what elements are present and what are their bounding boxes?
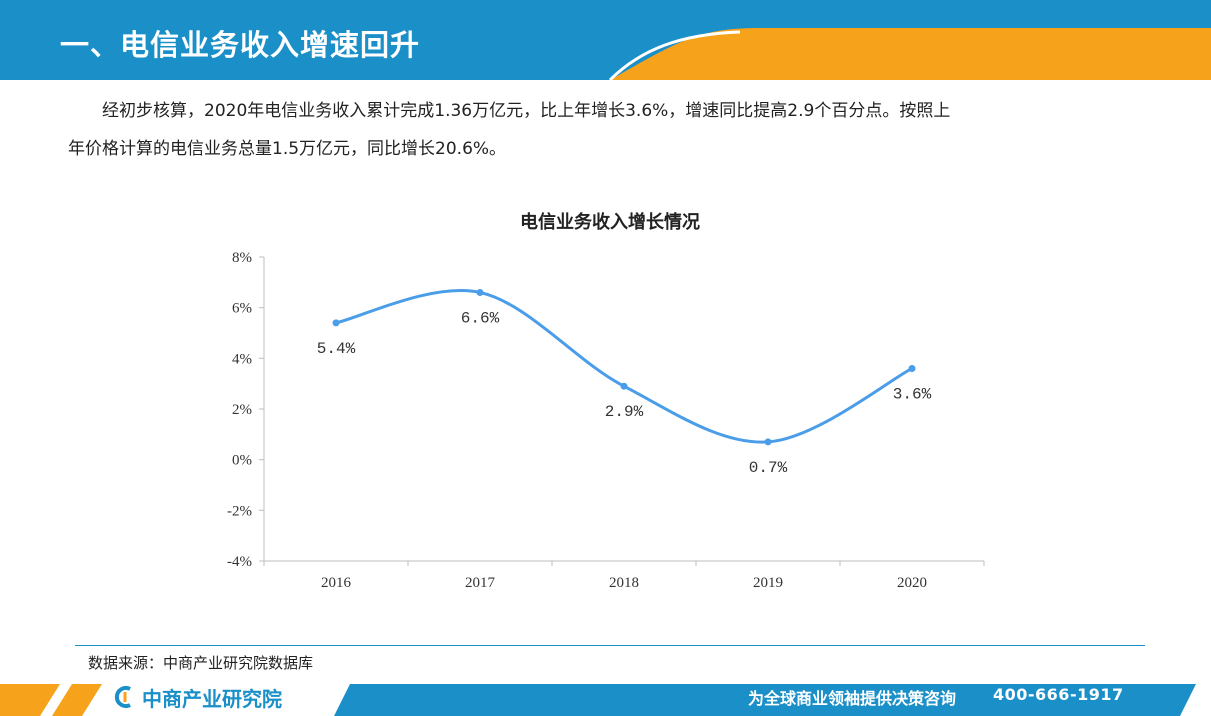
brand-name: 中商产业研究院 [142, 686, 282, 711]
header-background [0, 0, 1211, 80]
x-tick-label: 2016 [321, 575, 352, 591]
data-point [620, 382, 628, 390]
data-point [764, 438, 772, 446]
data-point [476, 288, 484, 296]
y-tick-label: -2% [227, 503, 252, 519]
data-label: 5.4% [317, 340, 356, 358]
header-banner: 一、电信业务收入增速回升 [0, 0, 1211, 80]
data-source: 数据来源：中商产业研究院数据库 [88, 654, 314, 672]
x-tick-label: 2018 [609, 575, 639, 591]
data-label: 6.6% [461, 309, 500, 327]
data-label: 0.7% [749, 459, 788, 477]
y-tick-label: 0% [232, 453, 252, 469]
x-tick-label: 2020 [897, 575, 927, 591]
footer-background [0, 684, 1196, 716]
chart-title: 电信业务收入增长情况 [520, 212, 700, 233]
intro-line-2: 年价格计算的电信业务总量1.5万亿元，同比增长20.6%。 [68, 139, 507, 159]
line-chart: 8% 6% 4% 2% 0% -2% -4% 2016 2017 2018 2019 2020 5.4%… [180, 200, 1040, 610]
footer-phone: 400-666-1917 [993, 685, 1124, 704]
data-label: 3.6% [893, 385, 932, 403]
data-point [332, 319, 340, 327]
intro-line-1: 经初步核算，2020年电信业务收入累计完成1.36万亿元，比上年增长3.6%，增… [102, 101, 951, 121]
y-tick-label: 2% [232, 402, 252, 418]
y-tick-label: -4% [227, 554, 252, 570]
y-tick-label: 8% [232, 250, 252, 266]
page-title: 一、电信业务收入增速回升 [60, 28, 421, 62]
data-label: 2.9% [605, 403, 644, 421]
source-divider [75, 645, 1145, 646]
brand-logo-icon [114, 686, 131, 708]
brand-logo-group: 中商产业研究院 [112, 684, 282, 711]
chart-plot: 8% 6% 4% 2% 0% -2% -4% 2016 2017 2018 2019 2020 5.4%… [227, 250, 985, 591]
x-tick-label: 2017 [465, 575, 496, 591]
footer-slogan: 为全球商业领袖提供决策咨询 [748, 689, 957, 708]
footer-bar [0, 680, 1211, 716]
y-tick-label: 6% [232, 301, 252, 317]
data-point [908, 364, 916, 372]
x-tick-label: 2019 [753, 575, 783, 591]
y-tick-label: 4% [232, 351, 252, 367]
intro-paragraph: 经初步核算，2020年电信业务收入累计完成1.36万亿元，比上年增长3.6%，增… [68, 92, 1158, 168]
